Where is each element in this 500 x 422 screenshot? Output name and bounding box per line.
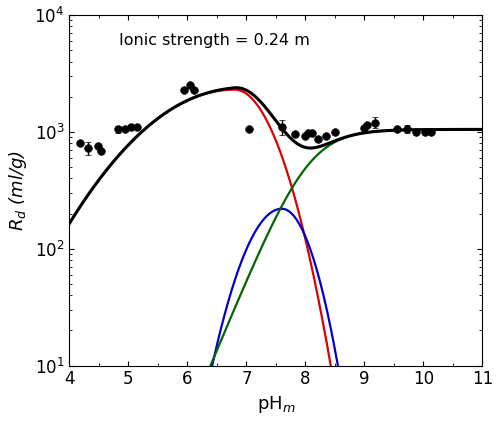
X-axis label: pH$_m$: pH$_m$ — [256, 394, 295, 415]
Y-axis label: $R_d$ (ml/g): $R_d$ (ml/g) — [7, 150, 29, 231]
Text: Ionic strength = 0.24 m: Ionic strength = 0.24 m — [119, 32, 310, 48]
